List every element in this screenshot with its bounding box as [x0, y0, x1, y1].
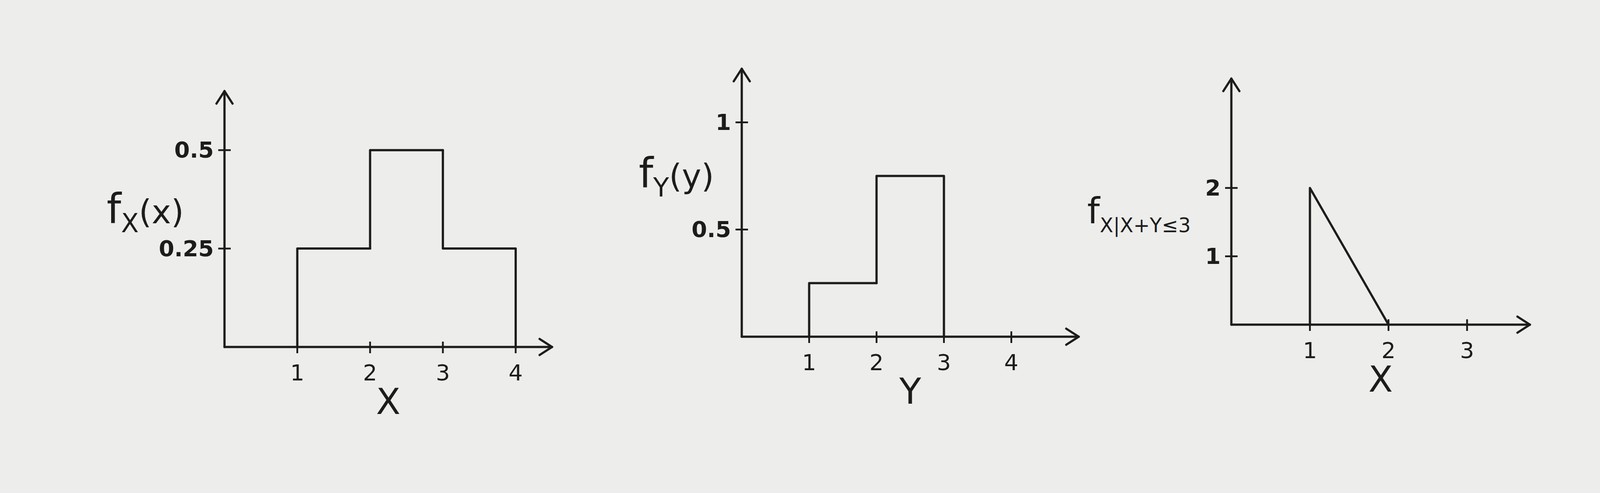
- y-label-part: (x): [138, 192, 184, 231]
- y-label-part: Y: [652, 172, 670, 203]
- y-tick: [735, 228, 749, 231]
- y-tick: [218, 247, 231, 250]
- chart: 12312XfX|X+Y≤3: [1087, 78, 1530, 400]
- x-tick-label: 1: [290, 359, 305, 386]
- x-tick: [441, 341, 444, 354]
- background: [0, 0, 1600, 493]
- y-tick: [1225, 255, 1238, 258]
- step-segment: [297, 248, 370, 347]
- x-label: X: [376, 380, 401, 423]
- y-tick: [218, 149, 231, 151]
- x-tick: [369, 341, 371, 354]
- y-arrow: [1223, 78, 1240, 92]
- plot-area: [1309, 187, 1389, 325]
- step-segment: [809, 282, 877, 337]
- y-tick-label: 0.25: [158, 235, 214, 262]
- y-tick-label: 1: [715, 109, 732, 136]
- x-tick-label: 4: [508, 359, 524, 386]
- y-arrow: [733, 68, 750, 82]
- y-tick: [1225, 187, 1238, 189]
- density-line: [1309, 187, 1389, 325]
- step-segment: [876, 175, 944, 337]
- x-axis: [1231, 323, 1530, 326]
- x-tick-label: 4: [1004, 349, 1019, 376]
- y-arrow: [216, 91, 233, 104]
- x-tick-label: 1: [1302, 337, 1318, 364]
- x-tick-label: 3: [435, 359, 450, 386]
- y-axis: [223, 91, 226, 347]
- y-tick-label: 2: [1205, 174, 1221, 201]
- x-tick-label: 2: [362, 359, 378, 386]
- x-label: X: [1368, 358, 1393, 400]
- y-tick: [735, 121, 749, 124]
- y-label-part: f: [1087, 190, 1101, 232]
- y-label: fX(x): [106, 185, 184, 239]
- y-label: fX|X+Y≤3: [1087, 190, 1191, 237]
- y-label-part: (y): [669, 157, 715, 196]
- x-tick-label: 2: [869, 349, 884, 376]
- x-tick: [1466, 319, 1468, 331]
- x-arrow: [1517, 316, 1530, 333]
- y-tick-label: 1: [1205, 243, 1221, 270]
- y-tick-label: 0.5: [174, 137, 214, 163]
- y-label: fY(y): [638, 149, 715, 203]
- x-tick: [1010, 331, 1013, 343]
- step-segment: [369, 149, 443, 249]
- x-arrow: [539, 338, 553, 355]
- x-arrow: [1066, 328, 1079, 345]
- y-label-part: X|X+Y≤3: [1099, 213, 1191, 237]
- y-axis: [740, 68, 744, 337]
- y-label-part: f: [638, 149, 655, 198]
- y-label-part: f: [106, 185, 123, 233]
- chart: 12340.51YfY(y): [638, 68, 1079, 412]
- x-tick: [875, 331, 878, 343]
- x-axis: [741, 335, 1079, 338]
- chart: 12340.250.5XfX(x): [106, 91, 553, 423]
- x-label: Y: [898, 370, 922, 412]
- y-label-part: X: [120, 207, 139, 239]
- step-segment: [442, 149, 516, 347]
- y-tick-label: 0.5: [691, 216, 732, 243]
- x-axis: [224, 345, 553, 349]
- x-tick-label: 1: [802, 349, 817, 376]
- x-tick-label: 3: [1459, 337, 1475, 364]
- plot-area: [809, 175, 944, 337]
- y-axis: [1230, 78, 1233, 325]
- figure: 12340.250.5XfX(x)12340.51YfY(y)12312XfX|…: [0, 0, 1600, 493]
- x-tick-label: 3: [936, 349, 952, 376]
- plot-area: [297, 149, 516, 347]
